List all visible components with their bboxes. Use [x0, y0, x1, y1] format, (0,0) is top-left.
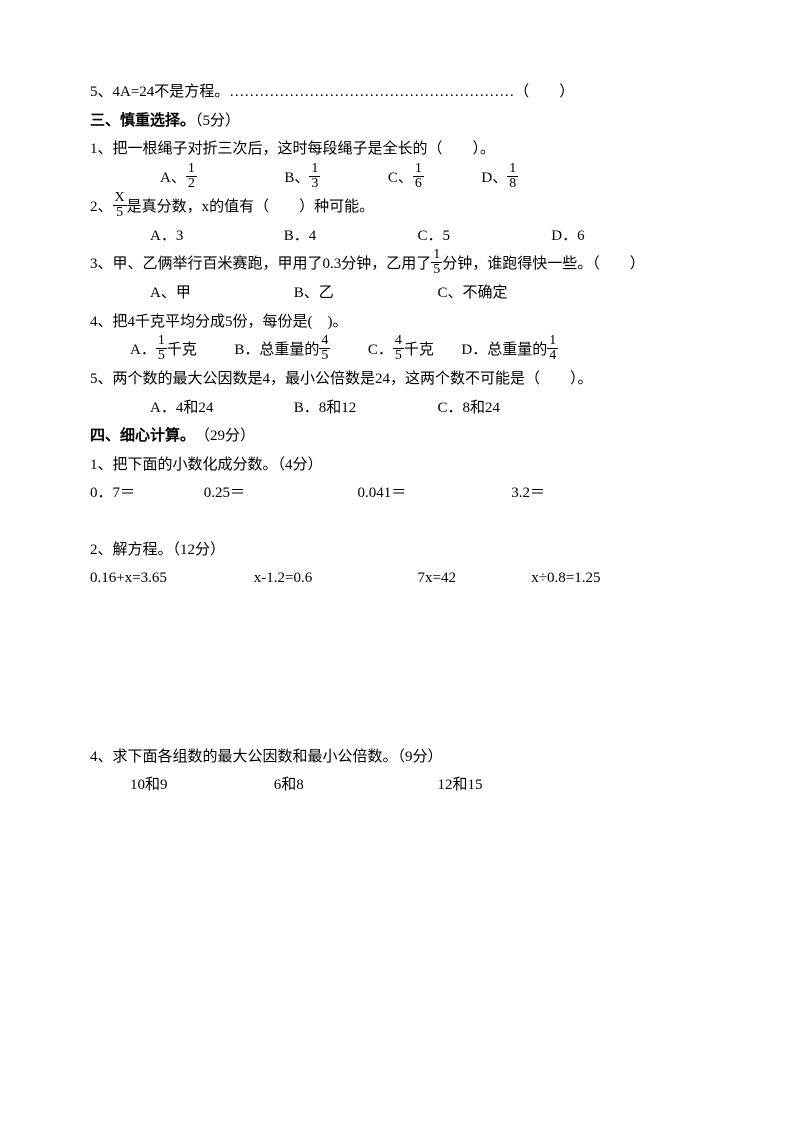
- s3q5-stem: 5、两个数的最大公因数是4，最小公倍数是24，这两个数不可能是（ ）。: [90, 365, 710, 394]
- sec4-pts: （29分）: [203, 428, 256, 444]
- s3q4-options: A．15千克 B．总重量的45 C．45千克 D．总重量的14: [90, 336, 710, 365]
- num: 1: [547, 334, 558, 348]
- den: 4: [547, 348, 558, 363]
- s3q2-options: A．3 B．4 C．5 D．6: [90, 222, 710, 251]
- s4q2-c: 7x=42: [418, 564, 528, 593]
- s3q2-stem: 2、X5是真分数，x的值有（ ）种可能。: [90, 193, 710, 222]
- num: 4: [319, 334, 330, 348]
- frac-1-5: 15: [431, 248, 442, 277]
- s3q2-C: C．5: [418, 222, 548, 251]
- section-3-title: 三、慎重选择。（5分）: [90, 107, 710, 136]
- den: 5: [393, 348, 404, 363]
- den: 3: [309, 176, 320, 191]
- s3q3-stem-b: 分钟，谁跑得快一些。（ ）: [442, 256, 645, 272]
- frac-a: 15: [156, 334, 167, 363]
- s4q2-b: x-1.2=0.6: [254, 564, 414, 593]
- s4q2-items: 0.16+x=3.65 x-1.2=0.6 7x=42 x÷0.8=1.25: [90, 564, 710, 593]
- den: 8: [507, 176, 518, 191]
- frac-1-8: 18: [507, 162, 518, 191]
- den: 5: [156, 348, 167, 363]
- s3q1-options: A、12 B、13 C、16 D、18: [90, 164, 710, 193]
- s3q5-C: C．8和24: [438, 394, 501, 423]
- s3q2-D: D．6: [551, 222, 584, 251]
- section-4-title: 四、细心计算。 （29分）: [90, 422, 710, 451]
- sec3-title-text: 三、慎重选择。: [90, 113, 195, 129]
- s4q1-d: 3.2＝: [511, 479, 545, 508]
- den: 2: [186, 176, 197, 191]
- s3q4-B: B．总重量的45: [234, 336, 330, 365]
- s3q4-A-suf: 千克: [167, 342, 197, 358]
- num: 1: [431, 248, 442, 262]
- frac-1-3: 13: [309, 162, 320, 191]
- num: X: [113, 191, 127, 205]
- s3q4-B-prefix: B．总重量的: [234, 342, 319, 358]
- s3q1-D: D、18: [481, 164, 518, 193]
- s3q3-stem: 3、甲、乙俩举行百米赛跑，甲用了0.3分钟，乙用了15分钟，谁跑得快一些。（ ）: [90, 250, 710, 279]
- den: 5: [319, 348, 330, 363]
- den: 5: [113, 205, 127, 220]
- s3q2-tail: 是真分数，x的值有（ ）种可能。: [127, 199, 375, 215]
- s3q3-A: A、甲: [150, 279, 290, 308]
- s3q4-C: C．45千克: [368, 336, 434, 365]
- s3q4-A-prefix: A．: [130, 342, 156, 358]
- s4q1-stem: 1、把下面的小数化成分数。（4分）: [90, 451, 710, 480]
- s3q1-stem: 1、把一根绳子对折三次后，这时每段绳子是全长的（ ）。: [90, 135, 710, 164]
- den: 5: [431, 262, 442, 277]
- num: 1: [413, 162, 424, 176]
- num: 1: [507, 162, 518, 176]
- frac-b: 45: [319, 334, 330, 363]
- num: 1: [309, 162, 320, 176]
- s4q2-stem: 2、解方程。（12分）: [90, 536, 710, 565]
- s4q2-d: x÷0.8=1.25: [531, 564, 600, 593]
- sec4-title-text: 四、细心计算。: [90, 428, 188, 444]
- s3q1-C: C、16: [388, 164, 424, 193]
- s3q3-options: A、甲 B、乙 C、不确定: [90, 279, 710, 308]
- s3q1-C-prefix: C、: [388, 170, 413, 186]
- s3q3-B: B、乙: [294, 279, 434, 308]
- s3q1-B: B、13: [284, 164, 320, 193]
- s3q1-B-prefix: B、: [284, 170, 309, 186]
- s3q1-A: A、12: [160, 164, 197, 193]
- s3q3-C: C、不确定: [438, 279, 508, 308]
- s4q4-b: 6和8: [274, 771, 434, 800]
- s3q4-D: D．总重量的14: [461, 336, 558, 365]
- s3q3-stem-a: 3、甲、乙俩举行百米赛跑，甲用了0.3分钟，乙用了: [90, 256, 431, 272]
- num: 1: [156, 334, 167, 348]
- s3q4-C-suf: 千克: [404, 342, 434, 358]
- s4q2-a: 0.16+x=3.65: [90, 564, 250, 593]
- frac-1-2: 12: [186, 162, 197, 191]
- s4q1-c: 0.041＝: [358, 479, 508, 508]
- s4q1-a: 0．7＝: [90, 479, 200, 508]
- num: 4: [393, 334, 404, 348]
- s3q4-stem: 4、把4千克平均分成5份，每份是( )。: [90, 308, 710, 337]
- s3q4-D-prefix: D．总重量的: [461, 342, 547, 358]
- s4q4-items: 10和9 6和8 12和15: [90, 771, 710, 800]
- s3q1-D-prefix: D、: [481, 170, 507, 186]
- den: 6: [413, 176, 424, 191]
- s3q2-A: A．3: [150, 222, 280, 251]
- s3q5-A: A．4和24: [150, 394, 290, 423]
- s4q1-b: 0.25＝: [204, 479, 354, 508]
- s3q4-A: A．15千克: [130, 336, 197, 365]
- frac-1-6: 16: [413, 162, 424, 191]
- s4q4-a: 10和9: [130, 771, 270, 800]
- s3q2-prefix: 2、: [90, 199, 113, 215]
- s3q5-B: B．8和12: [294, 394, 434, 423]
- sec3-pts: （5分）: [195, 113, 240, 129]
- frac-c: 45: [393, 334, 404, 363]
- s3q1-A-prefix: A、: [160, 170, 186, 186]
- s3q2-B: B．4: [284, 222, 414, 251]
- s4q4-stem: 4、求下面各组数的最大公因数和最小公倍数。（9分）: [90, 743, 710, 772]
- frac-x-5: X5: [113, 191, 127, 220]
- prev-q5: 5、4A=24不是方程。…………………………………………………（ ）: [90, 78, 710, 107]
- s4q1-items: 0．7＝ 0.25＝ 0.041＝ 3.2＝: [90, 479, 710, 508]
- num: 1: [186, 162, 197, 176]
- s3q5-options: A．4和24 B．8和12 C．8和24: [90, 394, 710, 423]
- s4q4-c: 12和15: [438, 771, 483, 800]
- frac-d: 14: [547, 334, 558, 363]
- s3q4-C-prefix: C．: [368, 342, 393, 358]
